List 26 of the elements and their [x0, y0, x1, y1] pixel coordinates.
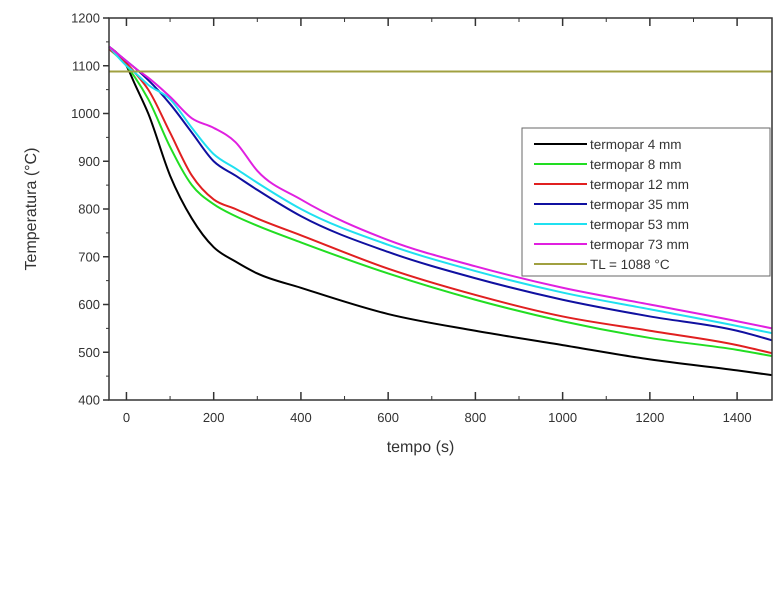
- y-tick-label: 1200: [71, 10, 100, 26]
- y-axis-title: Temperatura (°C): [23, 148, 40, 270]
- y-tick-label: 700: [78, 249, 100, 264]
- y-tick-label: 1000: [71, 106, 100, 121]
- legend-label: TL = 1088 °C: [590, 257, 670, 272]
- y-tick-label: 400: [78, 392, 100, 408]
- y-tick-label: 500: [78, 344, 100, 360]
- x-tick-label: 1200: [635, 410, 664, 425]
- y-tick-label: 1100: [72, 58, 100, 74]
- legend-label: termopar 73 mm: [590, 237, 690, 252]
- x-tick-label: 0: [122, 410, 130, 425]
- x-tick-label: 600: [377, 410, 400, 425]
- legend-label: termopar 8 mm: [590, 157, 682, 172]
- x-tick-label: 200: [202, 410, 225, 425]
- y-tick-label: 900: [78, 154, 100, 169]
- x-tick-label: 1400: [722, 410, 752, 425]
- y-tick-label: 800: [78, 202, 100, 216]
- legend-label: termopar 4 mm: [590, 137, 682, 152]
- legend-label: termopar 35 mm: [590, 197, 690, 212]
- legend-label: termopar 12 mm: [590, 177, 690, 192]
- y-tick-label: 600: [78, 297, 100, 312]
- x-tick-label: 400: [290, 410, 312, 425]
- x-tick-label: 1000: [548, 410, 578, 425]
- x-axis-title: tempo (s): [386, 439, 454, 456]
- legend-label: termopar 53 mm: [590, 217, 690, 232]
- x-tick-label: 800: [464, 410, 486, 425]
